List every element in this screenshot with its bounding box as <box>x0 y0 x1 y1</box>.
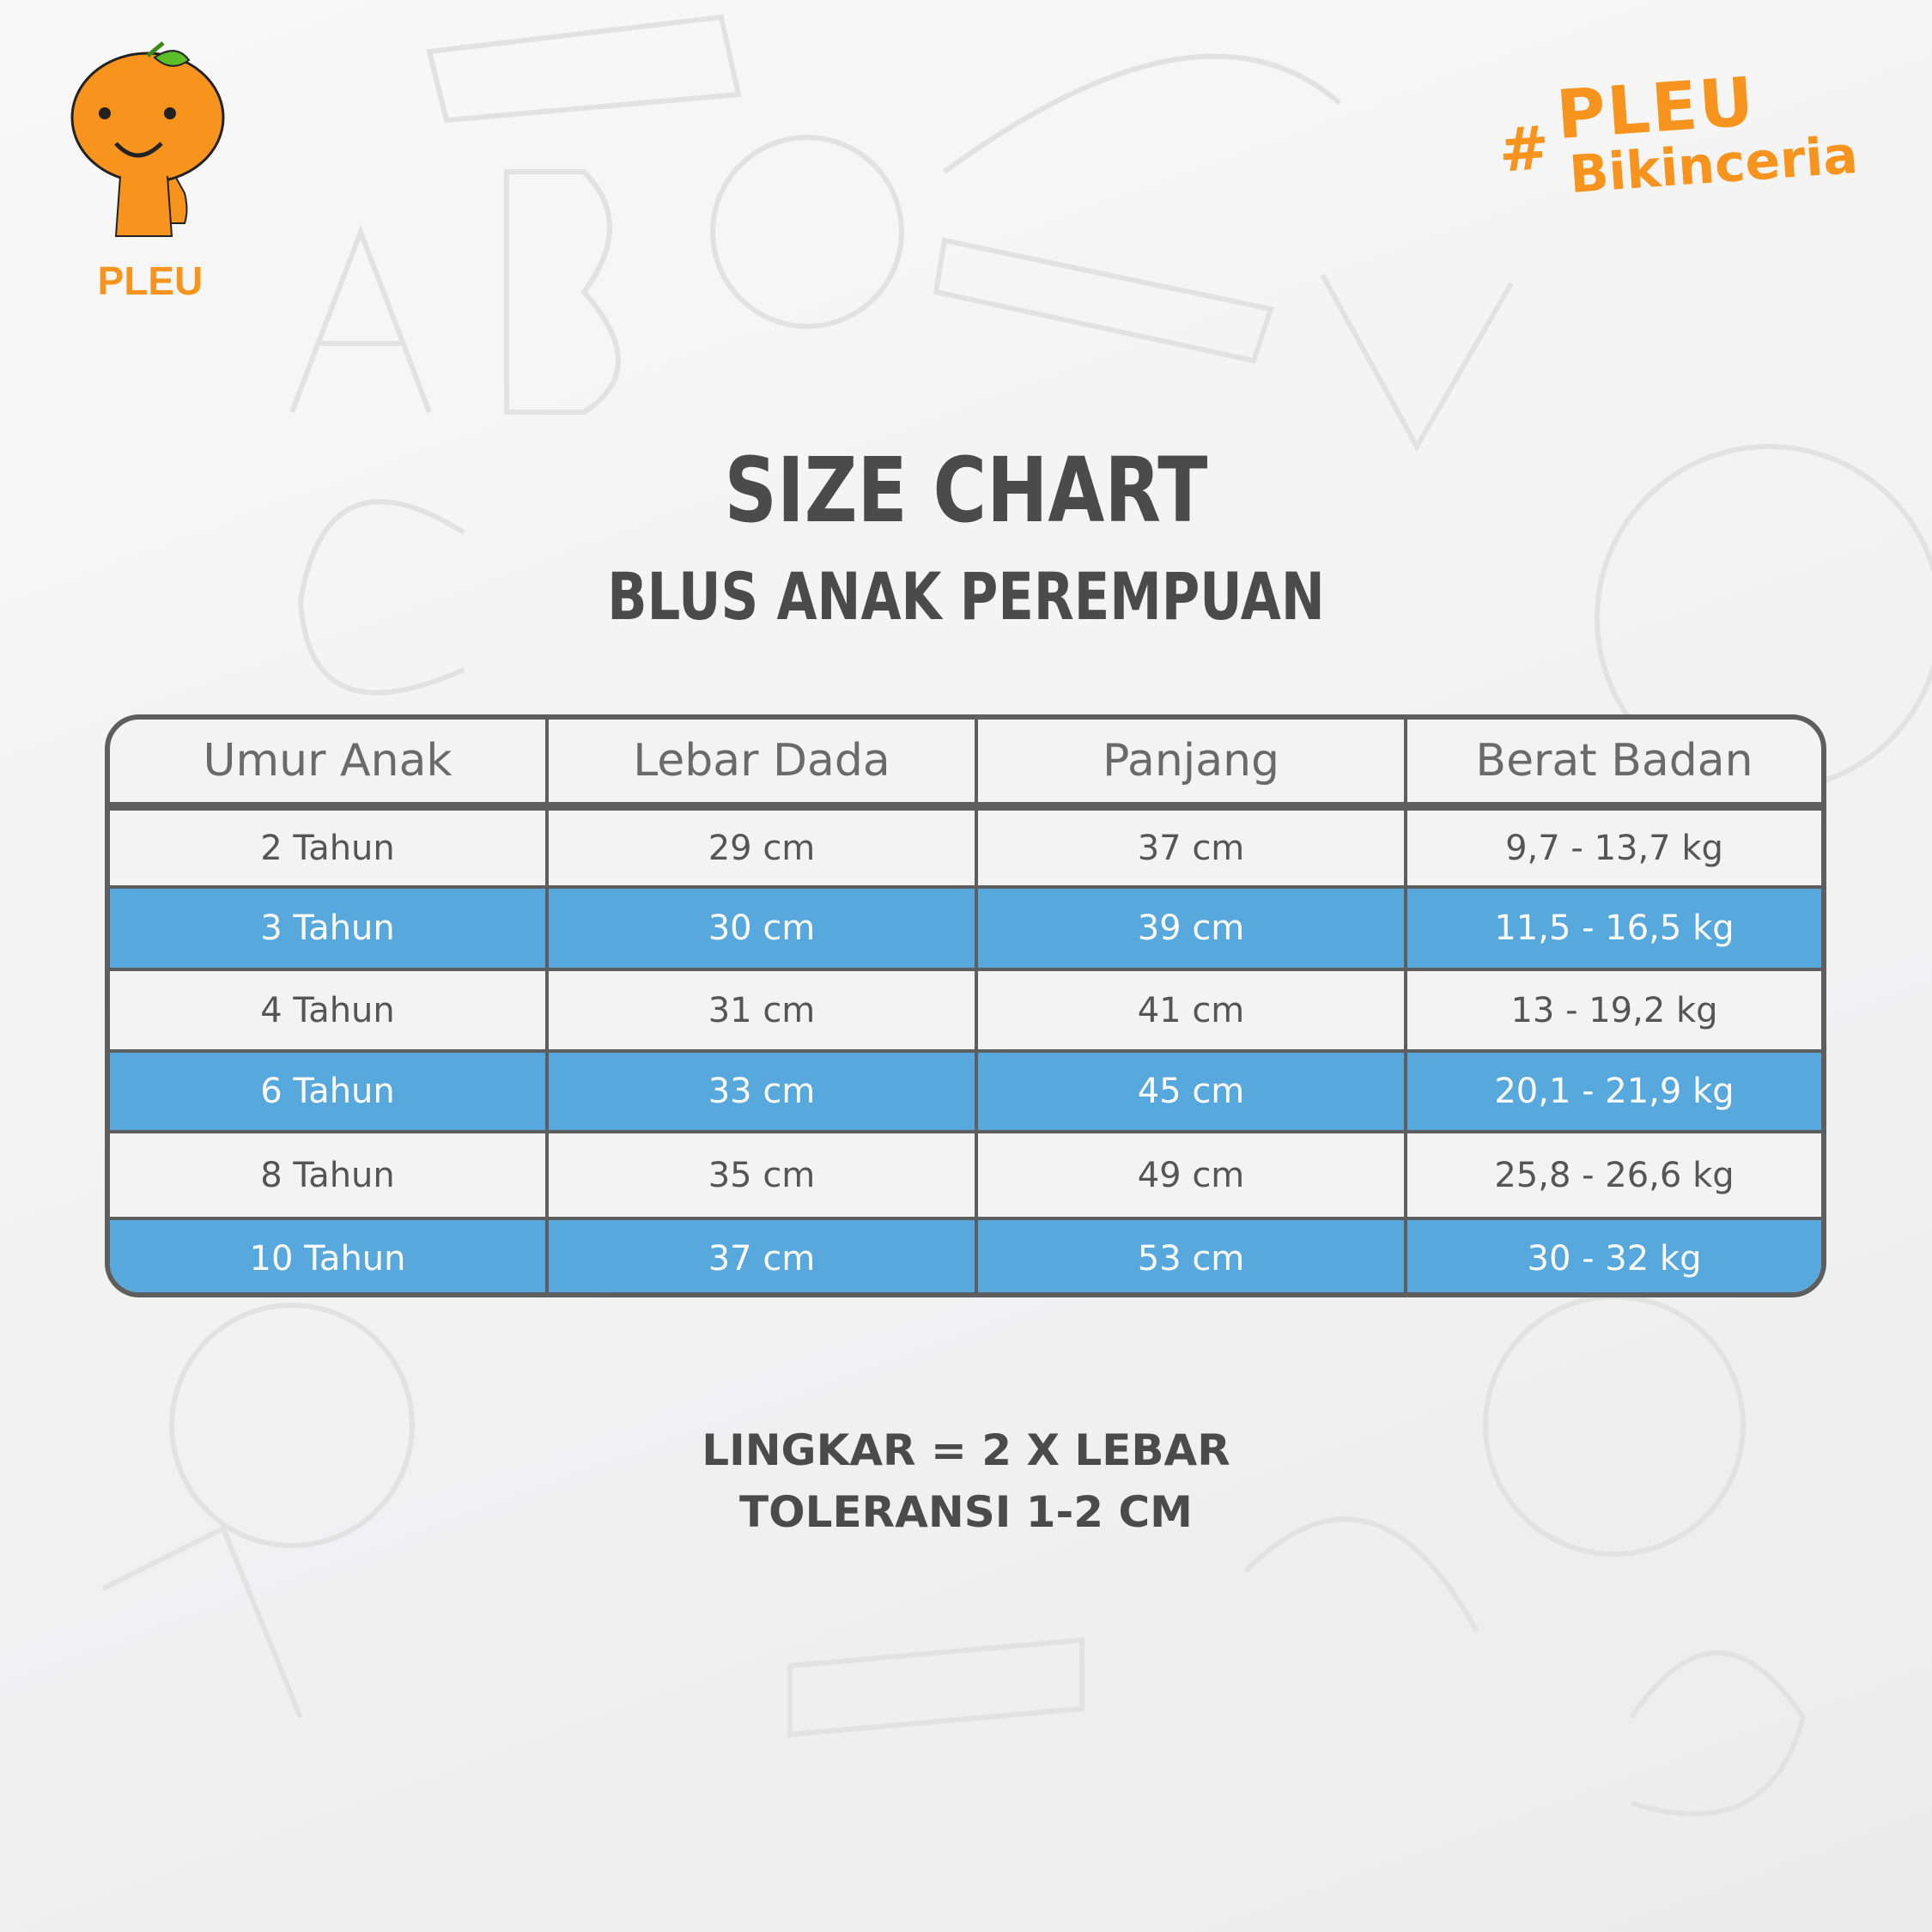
cell-umur: 4 Tahun <box>110 971 549 1049</box>
cell-berat: 20,1 - 21,9 kg <box>1494 1072 1735 1111</box>
table-row: 10 Tahun 37 cm 53 cm 30 - 32 kg <box>110 1220 1821 1292</box>
cell-lebar: 29 cm <box>549 811 978 885</box>
page-subtitle: BLUS ANAK PEREMPUAN <box>607 558 1325 635</box>
cell-umur: 6 Tahun <box>110 1053 549 1130</box>
cell-umur: 8 Tahun <box>110 1133 549 1217</box>
table-header: Umur Anak Lebar Dada Panjang Berat Badan <box>110 720 1821 811</box>
cell-panjang: 53 cm <box>978 1220 1407 1292</box>
cell-lebar: 30 cm <box>549 889 978 968</box>
header-berat-badan: Berat Badan <box>1475 735 1753 787</box>
size-chart-table: Umur Anak Lebar Dada Panjang Berat Badan… <box>105 714 1826 1297</box>
cell-panjang: 45 cm <box>978 1053 1407 1130</box>
header-umur-anak: Umur Anak <box>110 720 549 802</box>
cell-berat: 9,7 - 13,7 kg <box>1505 828 1723 868</box>
table-row: 3 Tahun 30 cm 39 cm 11,5 - 16,5 kg <box>110 889 1821 971</box>
cell-berat: 11,5 - 16,5 kg <box>1494 908 1735 948</box>
page-title: SIZE CHART <box>724 438 1208 543</box>
note-toleransi: TOLERANSI 1-2 CM <box>739 1487 1193 1537</box>
cell-umur: 2 Tahun <box>110 811 549 885</box>
cell-panjang: 37 cm <box>978 811 1407 885</box>
cell-berat: 25,8 - 26,6 kg <box>1494 1155 1735 1195</box>
cell-berat: 30 - 32 kg <box>1527 1239 1702 1279</box>
cell-lebar: 37 cm <box>549 1220 978 1292</box>
table-row: 2 Tahun 29 cm 37 cm 9,7 - 13,7 kg <box>110 811 1821 889</box>
logo-text: PLEU <box>97 258 204 303</box>
header-lebar-dada: Lebar Dada <box>549 720 978 802</box>
cell-panjang: 49 cm <box>978 1133 1407 1217</box>
cell-lebar: 31 cm <box>549 971 978 1049</box>
pleu-logo: PLEU <box>69 39 232 303</box>
table-row: 6 Tahun 33 cm 45 cm 20,1 - 21,9 kg <box>110 1053 1821 1133</box>
cell-panjang: 41 cm <box>978 971 1407 1049</box>
table-row: 8 Tahun 35 cm 49 cm 25,8 - 26,6 kg <box>110 1133 1821 1220</box>
cell-umur: 10 Tahun <box>110 1220 549 1292</box>
cell-berat: 13 - 19,2 kg <box>1510 990 1718 1030</box>
header-panjang: Panjang <box>978 720 1407 802</box>
cell-lebar: 35 cm <box>549 1133 978 1217</box>
cell-lebar: 33 cm <box>549 1053 978 1130</box>
cell-umur: 3 Tahun <box>110 889 549 968</box>
cell-panjang: 39 cm <box>978 889 1407 968</box>
note-lingkar: LINGKAR = 2 X LEBAR <box>702 1425 1230 1475</box>
orange-mascot-icon <box>70 41 225 237</box>
table-row: 4 Tahun 31 cm 41 cm 13 - 19,2 kg <box>110 971 1821 1053</box>
hashtag-symbol: # <box>1496 112 1552 186</box>
